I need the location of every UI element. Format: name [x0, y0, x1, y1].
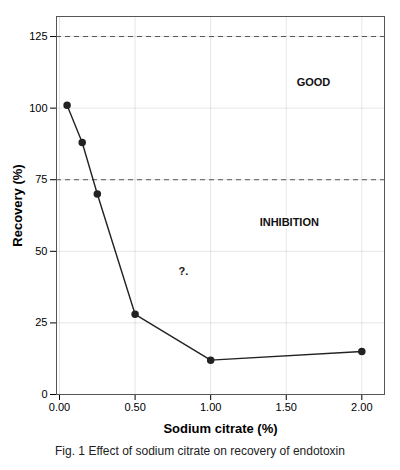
- svg-text:Sodium citrate (%): Sodium citrate (%): [163, 421, 277, 436]
- svg-text:2.00: 2.00: [351, 401, 372, 413]
- svg-text:75: 75: [35, 173, 47, 185]
- svg-text:Recovery (%): Recovery (%): [10, 164, 25, 246]
- svg-text:25: 25: [35, 316, 47, 328]
- svg-text:INHIBITION: INHIBITION: [260, 216, 319, 228]
- svg-text:125: 125: [29, 30, 47, 42]
- svg-text:0.50: 0.50: [124, 401, 145, 413]
- svg-text:?.: ?.: [179, 265, 189, 277]
- svg-text:0.00: 0.00: [49, 401, 70, 413]
- html-text:Fig. 1 Effect of sodium citrat: Fig. 1 Effect of sodium citrate on recov…: [55, 444, 345, 458]
- svg-text:1.50: 1.50: [276, 401, 297, 413]
- svg-text:GOOD: GOOD: [297, 76, 331, 88]
- svg-text:100: 100: [29, 102, 47, 114]
- svg-text:0: 0: [41, 388, 47, 400]
- svg-text:50: 50: [35, 245, 47, 257]
- svg-text:1.00: 1.00: [200, 401, 221, 413]
